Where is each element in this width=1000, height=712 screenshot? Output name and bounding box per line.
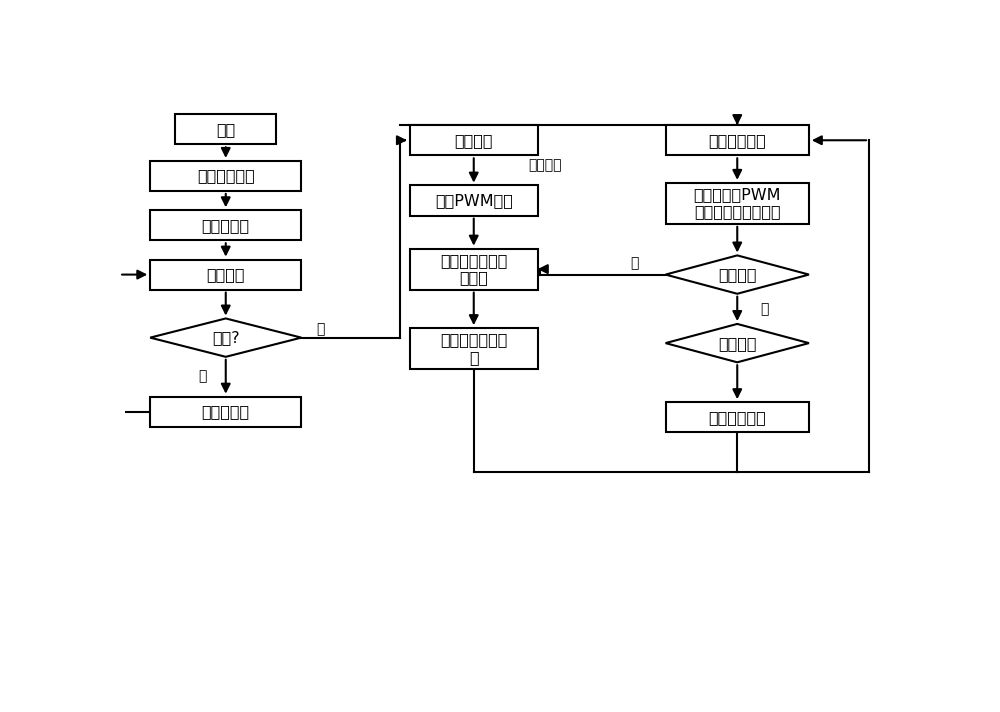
FancyBboxPatch shape xyxy=(150,397,301,426)
Text: 步进电机检测位
置反馈: 步进电机检测位 置反馈 xyxy=(440,253,507,286)
Text: 闭环控制: 闭环控制 xyxy=(718,267,757,282)
FancyBboxPatch shape xyxy=(175,114,276,145)
Polygon shape xyxy=(666,256,809,294)
Polygon shape xyxy=(666,324,809,362)
Text: 匀加或匀减速控
制: 匀加或匀减速控 制 xyxy=(440,333,507,365)
FancyBboxPatch shape xyxy=(410,248,538,290)
FancyBboxPatch shape xyxy=(666,402,809,432)
Text: 是: 是 xyxy=(761,302,769,316)
FancyBboxPatch shape xyxy=(410,328,538,369)
Text: 配置PWM参数: 配置PWM参数 xyxy=(435,193,513,208)
Text: 自动电流衰减: 自动电流衰减 xyxy=(708,132,766,148)
Text: 是: 是 xyxy=(198,370,207,384)
Text: 否: 否 xyxy=(316,323,325,336)
Text: 解析命令: 解析命令 xyxy=(454,132,493,148)
Text: 检测接口选择: 检测接口选择 xyxy=(197,169,255,184)
FancyBboxPatch shape xyxy=(150,210,301,241)
FancyBboxPatch shape xyxy=(150,259,301,290)
FancyBboxPatch shape xyxy=(666,183,809,224)
Text: 配置?: 配置? xyxy=(212,330,240,345)
FancyBboxPatch shape xyxy=(150,161,301,191)
Text: 输出方向及PWM
信号到功率放大模块: 输出方向及PWM 信号到功率放大模块 xyxy=(694,187,781,219)
Polygon shape xyxy=(150,318,301,357)
Text: 初始化变量: 初始化变量 xyxy=(202,218,250,233)
Text: 紧急停止检测: 紧急停止检测 xyxy=(708,409,766,424)
Text: 过热检测: 过热检测 xyxy=(718,335,757,350)
FancyBboxPatch shape xyxy=(666,125,809,155)
Text: 开始: 开始 xyxy=(216,122,235,137)
Text: 配置子程序: 配置子程序 xyxy=(202,404,250,419)
FancyBboxPatch shape xyxy=(410,125,538,155)
Text: 等待命令: 等待命令 xyxy=(207,267,245,282)
Text: 步进命令: 步进命令 xyxy=(528,158,562,172)
Text: 否: 否 xyxy=(630,256,639,271)
FancyBboxPatch shape xyxy=(410,186,538,216)
